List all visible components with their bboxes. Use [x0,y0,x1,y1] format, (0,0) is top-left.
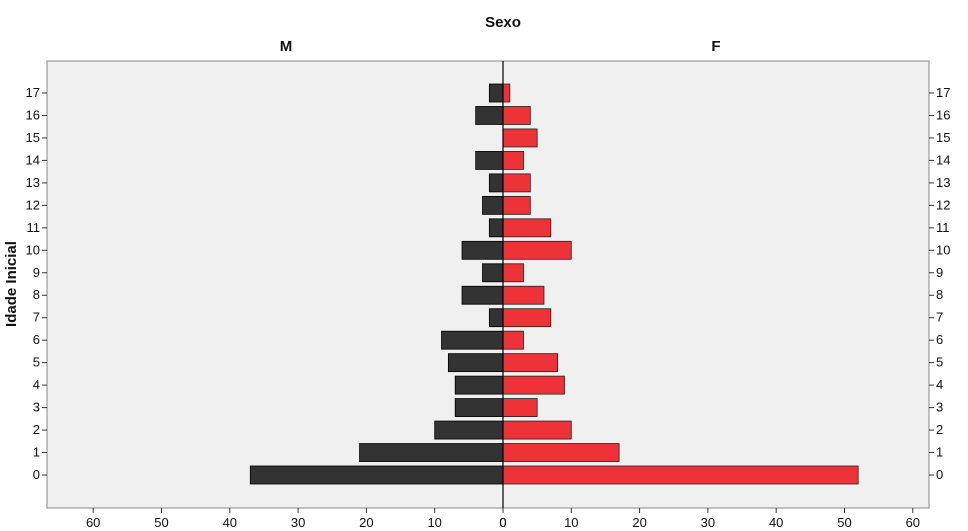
bar-f-age-6 [502,330,524,350]
y-tick-label-left-15: 15 [26,130,40,145]
y-tick-label-left-2: 2 [33,422,40,437]
bar-f-age-2 [502,420,572,440]
bar-m-age-8 [461,285,504,305]
bar-m-age-4 [454,375,504,395]
bar-m-age-13 [488,173,504,193]
bar-m-age-3 [454,398,504,417]
x-tick-label-f-0: 0 [499,515,506,530]
y-tick-label-right-5: 5 [936,355,943,370]
facet-variable-title: Sexo [485,14,521,31]
y-tick-label-left-1: 1 [33,445,40,460]
bar-f-age-16 [502,106,531,125]
x-tick-label-m-10: 10 [427,515,441,530]
y-tick-label-right-3: 3 [936,400,943,415]
bar-f-age-4 [502,375,565,395]
bar-m-age-2 [434,420,504,440]
y-tick-label-right-17: 17 [936,85,950,100]
bar-m-age-9 [482,263,504,283]
x-axis-ticks: 60 50 40 30 20 10 00 10 20 30 40 50 60 [86,508,920,530]
y-tick-label-left-14: 14 [26,152,40,167]
y-tick-label-right-8: 8 [936,287,943,302]
bar-f-age-17 [502,83,511,103]
facet-title-f: F [711,38,720,55]
y-tick-label-right-9: 9 [936,265,943,280]
plot-background [46,60,930,509]
y-tick-label-left-3: 3 [33,400,40,415]
x-tick-label-m-60: 60 [86,515,100,530]
y-tick-label-left-10: 10 [26,242,40,257]
bar-f-age-1 [502,443,620,462]
y-tick-label-right-1: 1 [936,445,943,460]
bar-f-age-3 [502,398,538,417]
y-tick-label-left-0: 0 [33,467,40,482]
y-tick-label-right-13: 13 [936,175,950,190]
bar-m-age-11 [488,218,504,238]
bar-f-age-5 [502,353,559,373]
x-tick-label-m-40: 40 [223,515,237,530]
y-tick-label-left-13: 13 [26,175,40,190]
y-tick-label-right-6: 6 [936,332,943,347]
bar-f-age-14 [502,151,524,170]
y-tick-label-right-7: 7 [936,310,943,325]
y-tick-label-left-12: 12 [26,197,40,212]
bar-f-age-11 [502,218,552,238]
bar-m-age-0 [249,465,504,485]
y-tick-label-right-2: 2 [936,422,943,437]
y-tick-label-right-10: 10 [936,242,950,257]
x-tick-label-m-30: 30 [291,515,305,530]
bar-f-age-10 [502,240,572,260]
bar-m-age-7 [488,308,504,328]
bar-m-age-10 [461,240,504,260]
bar-f-age-12 [502,195,531,215]
y-tick-label-left-11: 11 [27,220,41,235]
bar-m-age-14 [475,151,504,170]
bar-m-age-16 [475,106,504,125]
bar-m-age-17 [488,83,504,103]
y-tick-label-left-7: 7 [33,310,40,325]
y-tick-label-right-15: 15 [936,130,950,145]
y-tick-label-left-4: 4 [33,377,40,392]
y-tick-label-left-17: 17 [26,85,40,100]
x-tick-label-m-20: 20 [359,515,373,530]
x-tick-label-f-30: 30 [701,515,715,530]
bar-m-age-5 [447,353,504,373]
bar-m-age-6 [441,330,504,350]
y-tick-label-left-6: 6 [33,332,40,347]
y-tick-label-left-8: 8 [33,287,40,302]
x-tick-label-f-10: 10 [564,515,578,530]
y-tick-label-left-5: 5 [33,355,40,370]
y-tick-label-right-14: 14 [936,152,950,167]
bar-f-age-8 [502,285,545,305]
y-tick-label-right-4: 4 [936,377,943,392]
x-tick-label-f-40: 40 [769,515,783,530]
x-tick-label-m-50: 50 [154,515,168,530]
y-axis-title: Idade Inicial [3,241,20,327]
y-tick-label-left-9: 9 [33,265,40,280]
bar-m-age-1 [359,443,504,462]
x-tick-label-f-20: 20 [632,515,646,530]
bar-f-age-9 [502,263,524,283]
x-tick-label-f-60: 60 [906,515,920,530]
y-tick-label-right-12: 12 [936,197,950,212]
x-tick-label-m-0: 0 [499,515,506,530]
facet-title-m: M [280,38,293,55]
y-tick-label-right-11: 11 [936,220,950,235]
y-tick-label-right-0: 0 [936,467,943,482]
y-tick-label-left-16: 16 [26,107,40,122]
bar-f-age-15 [502,128,538,148]
bar-m-age-12 [482,195,504,215]
y-tick-label-right-16: 16 [936,107,950,122]
bar-f-age-0 [502,465,859,485]
bar-f-age-13 [502,173,531,193]
bar-f-age-7 [502,308,552,328]
x-tick-label-f-50: 50 [837,515,851,530]
